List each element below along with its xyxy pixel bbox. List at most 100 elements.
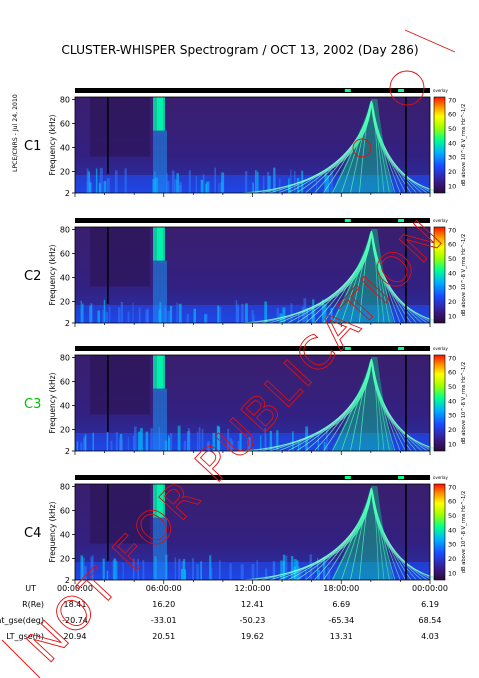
- harmonic-line: [371, 100, 449, 194]
- colorbar-tick-label: 60: [448, 369, 456, 377]
- colorbar: [433, 96, 446, 194]
- emission-streak: [83, 437, 86, 451]
- emission-streak: [206, 181, 210, 193]
- ephemeris-value: 13.31: [330, 632, 353, 641]
- emission-streak: [322, 556, 326, 580]
- colorbar-tick-label: 30: [448, 284, 456, 292]
- colorbar-tick-label: 40: [448, 269, 456, 277]
- emission-streak: [218, 560, 221, 580]
- emission-streak: [297, 442, 300, 451]
- emission-streak: [187, 428, 191, 451]
- harmonic-line: [242, 230, 372, 324]
- colorbar-label: dB above 10^-8 V_rms Hz^-1/2: [461, 104, 467, 187]
- emission-streak: [82, 565, 85, 580]
- low-power-region: [90, 97, 150, 157]
- ephemeris-row-label: LT_gse(h): [6, 632, 44, 641]
- y-tick-label: 2: [65, 447, 70, 456]
- emission-streak: [174, 557, 177, 580]
- colorbar-tick-label: 60: [448, 111, 456, 119]
- resonance-core: [331, 357, 394, 451]
- emission-streak: [269, 430, 272, 451]
- emission-streak: [248, 437, 252, 451]
- resonance-core: [331, 486, 394, 580]
- emission-streak: [106, 432, 109, 451]
- emission-streak: [106, 178, 110, 193]
- x-tick-label: 00:00:00: [57, 584, 93, 593]
- y-tick-label: 80: [60, 225, 70, 234]
- emission-streak: [99, 167, 103, 193]
- emission-streak: [127, 437, 129, 451]
- y-tick-label: 60: [60, 377, 70, 386]
- emission-streak: [239, 433, 242, 451]
- panel-label: C2: [24, 269, 41, 284]
- emission-streak: [218, 306, 222, 323]
- burst-column: [157, 227, 165, 261]
- y-tick-label: 2: [65, 576, 70, 585]
- emission-streak: [330, 308, 333, 323]
- burst-column: [153, 388, 167, 451]
- emission-streak: [280, 560, 283, 580]
- y-axis-label: Frequency (kHz): [48, 501, 57, 562]
- ephemeris-row-label: R(Re): [22, 600, 44, 609]
- emission-streak: [147, 308, 149, 323]
- harmonic-line: [371, 487, 449, 581]
- emission-streak: [290, 556, 294, 580]
- y-tick-label: 80: [60, 482, 70, 491]
- emission-streak: [256, 171, 259, 193]
- status-flag: [344, 219, 351, 222]
- emission-streak: [235, 300, 238, 323]
- emission-streak: [116, 560, 118, 580]
- colorbar-tick-label: 70: [448, 483, 456, 491]
- y-tick-label: 60: [60, 506, 70, 515]
- emission-streak: [294, 170, 296, 193]
- emission-streak: [109, 306, 111, 323]
- colorbar-tick-label: 50: [448, 383, 456, 391]
- ephemeris-value: 6.69: [332, 600, 350, 609]
- emission-streak: [181, 568, 184, 580]
- emission-streak: [132, 558, 135, 580]
- y-tick-label: 40: [60, 143, 70, 152]
- burst-column: [157, 484, 165, 518]
- emission-streak: [221, 172, 225, 193]
- resonance-core: [331, 99, 394, 193]
- colorbar-label: dB above 10^-8 V_rms Hz^-1/2: [461, 234, 467, 317]
- emission-streak: [217, 427, 221, 451]
- colorbar-tick-label: 10: [448, 312, 456, 320]
- status-flag: [344, 476, 351, 479]
- colorbar-tick-label: 10: [448, 440, 456, 448]
- harmonic-line: [371, 230, 449, 324]
- low-power-region: [90, 355, 150, 415]
- y-tick-label: 60: [60, 249, 70, 258]
- emission-streak: [208, 181, 210, 193]
- emission-streak: [204, 314, 207, 323]
- colorbar: [433, 354, 446, 452]
- emission-streak: [214, 167, 216, 193]
- colorbar-tick-label: 60: [448, 498, 456, 506]
- emission-streak: [252, 182, 254, 193]
- colorbar-tick-label: 50: [448, 512, 456, 520]
- emission-streak: [298, 312, 300, 323]
- colorbar-tick-label: 40: [448, 139, 456, 147]
- emission-streak: [176, 173, 179, 193]
- emission-streak: [89, 182, 92, 193]
- emission-streak: [176, 302, 178, 323]
- emission-streak: [324, 172, 327, 193]
- low-power-region: [90, 227, 150, 287]
- colorbar-tick-label: 30: [448, 154, 456, 162]
- emission-streak: [113, 558, 116, 580]
- emission-streak: [186, 313, 190, 323]
- burst-column: [157, 355, 165, 389]
- colorbar-tick-label: 70: [448, 354, 456, 362]
- x-tick-label: 12:00:00: [235, 584, 271, 593]
- emission-streak: [206, 313, 208, 323]
- emission-streak: [183, 558, 186, 580]
- ephemeris-row-label: UT: [25, 584, 36, 593]
- colorbar-tick-label: 40: [448, 397, 456, 405]
- emission-streak: [192, 558, 194, 580]
- emission-streak: [92, 555, 94, 580]
- colorbar-tick-label: 20: [448, 168, 456, 176]
- harmonic-line: [242, 100, 372, 194]
- emission-streak: [284, 555, 288, 580]
- status-flag: [398, 476, 405, 479]
- status-flag: [344, 89, 351, 92]
